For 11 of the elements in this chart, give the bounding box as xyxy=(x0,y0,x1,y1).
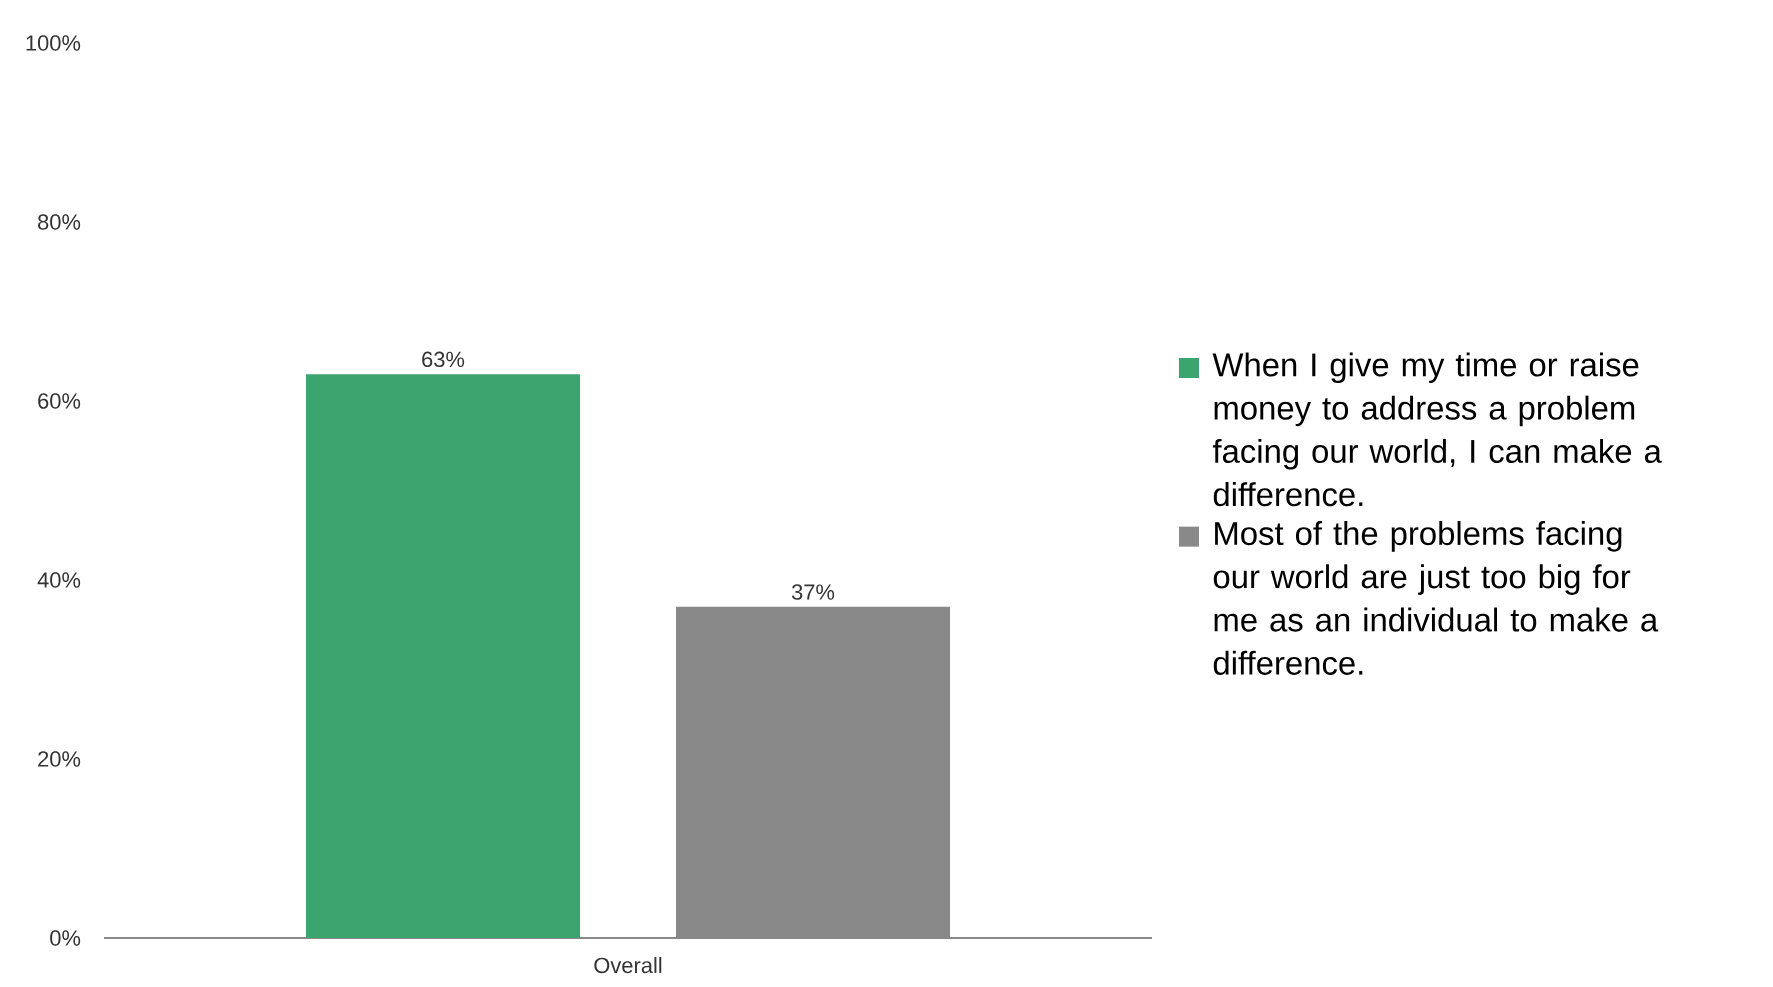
legend-label: Most of the problems facing our world are just too big for me as an individual to make a difference. xyxy=(1213,521,1659,675)
x-tick-label: Overall xyxy=(594,957,662,974)
y-tick-label: 40% xyxy=(37,572,81,588)
data-label: 63% xyxy=(422,351,465,368)
y-tick-label: 80% xyxy=(38,214,81,230)
y-tick-label: 20% xyxy=(38,751,81,767)
data-label: 37% xyxy=(791,584,835,600)
y-tick-label: 0% xyxy=(50,930,81,946)
legend-label: When I give my time or raise money to address a problem facing our world, I can make a difference. xyxy=(1212,352,1662,507)
y-tick-label: 100% xyxy=(26,35,81,51)
y-tick-label: 60% xyxy=(38,393,81,409)
